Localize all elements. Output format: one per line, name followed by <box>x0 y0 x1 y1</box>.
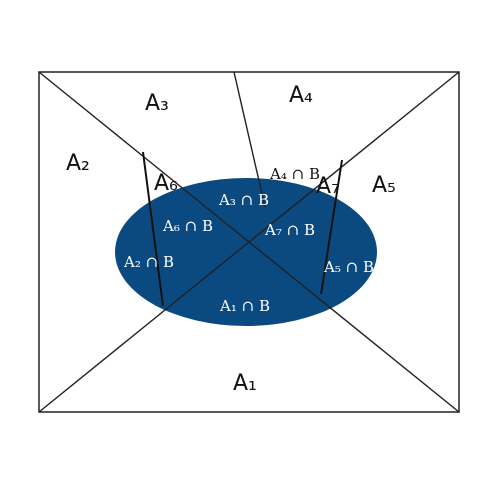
label-a4: A₄ <box>289 83 313 108</box>
label-a2-intersect-b: A₂ ∩ B <box>123 253 174 271</box>
label-a5-intersect-b: A₅ ∩ B <box>323 258 374 276</box>
label-a1: A₁ <box>233 371 257 396</box>
partition-line-a5-a7 <box>320 159 343 295</box>
label-a6-intersect-b: A₆ ∩ B <box>162 217 213 235</box>
label-a5: A₅ <box>372 173 396 198</box>
label-a2: A₂ <box>66 151 90 176</box>
set-b-ellipse <box>115 178 377 326</box>
label-a3: A₃ <box>145 91 169 116</box>
label-a1-intersect-b: A₁ ∩ B <box>219 297 270 315</box>
label-a7: A₇ <box>316 174 340 199</box>
label-a3-intersect-b: A₃ ∩ B <box>218 191 269 209</box>
label-a4-intersect-b: A₄ ∩ B <box>269 165 320 183</box>
partition-line-a2-a6 <box>142 151 164 307</box>
label-a7-intersect-b: A₇ ∩ B <box>264 221 315 239</box>
label-a6: A₆ <box>154 171 178 196</box>
partition-line-bottom-left-to-top-right <box>38 71 460 413</box>
partition-line-a3-a4 <box>233 71 266 208</box>
